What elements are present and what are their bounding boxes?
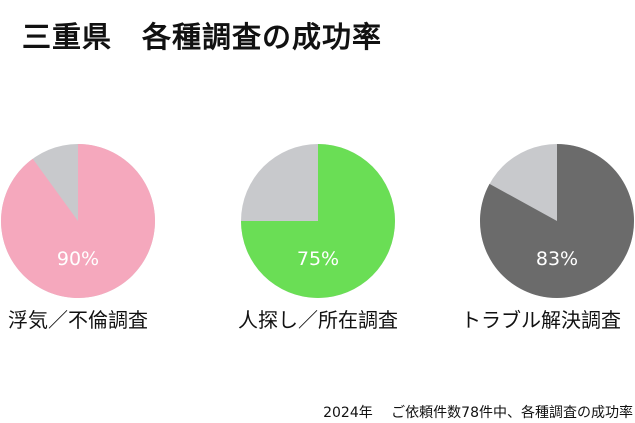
pie-slice-value-2: [241, 144, 395, 298]
pie-label-1: 浮気／不倫調査: [8, 308, 148, 332]
pie-value-label-2: 75%: [297, 248, 339, 270]
footnote: 2024年 ご依頼件数78件中、各種調査の成功率: [323, 405, 633, 421]
pie-slice-value-3: [480, 144, 634, 298]
pie-label-2: 人探し／所在調査: [238, 308, 398, 332]
pie-value-label-3: 83%: [536, 248, 578, 270]
pie-label-3: トラブル解決調査: [461, 308, 621, 332]
pie-slice-value-1: [1, 144, 156, 298]
pie-value-label-1: 90%: [57, 248, 99, 270]
page-title: 三重県 各種調査の成功率: [22, 20, 383, 54]
